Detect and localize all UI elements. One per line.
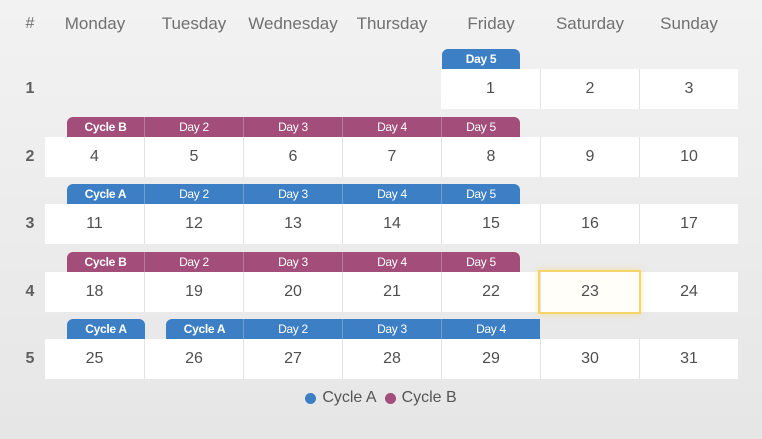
cycle-day-tag[interactable]: Day 2 bbox=[144, 117, 243, 137]
calendar-day[interactable]: 27 bbox=[243, 339, 342, 379]
cycle-start-tag[interactable]: Day 5 bbox=[442, 49, 520, 69]
calendar-day[interactable]: 2 bbox=[540, 69, 639, 109]
calendar-day[interactable]: 1 bbox=[441, 69, 540, 109]
calendar-day[interactable]: 19 bbox=[144, 272, 243, 312]
calendar-day[interactable]: 16 bbox=[540, 204, 639, 244]
cycle-start-tag[interactable]: Cycle B bbox=[67, 117, 144, 137]
calendar-day[interactable]: 11 bbox=[45, 204, 144, 244]
cycle-day-tag[interactable]: Day 2 bbox=[243, 319, 342, 339]
calendar-day[interactable]: 26 bbox=[144, 339, 243, 379]
cycle-day-tag[interactable]: Day 3 bbox=[342, 319, 441, 339]
legend-dot-icon bbox=[305, 392, 317, 404]
cycle-day-tag[interactable]: Day 2 bbox=[144, 184, 243, 204]
legend: Cycle A Cycle B bbox=[0, 389, 762, 409]
legend-dot-icon bbox=[384, 392, 396, 404]
calendar-day[interactable]: 30 bbox=[540, 339, 639, 379]
calendar-day[interactable]: 20 bbox=[243, 272, 342, 312]
cycle-day-tag[interactable]: Day 3 bbox=[243, 117, 342, 137]
calendar-day[interactable]: 31 bbox=[639, 339, 738, 379]
calendar-day[interactable]: 4 bbox=[45, 137, 144, 177]
calendar-day[interactable]: 24 bbox=[639, 272, 738, 312]
cycle-day-tag[interactable]: Day 2 bbox=[144, 252, 243, 272]
cycle-start-tag[interactable]: Cycle A bbox=[166, 319, 243, 339]
calendar-day[interactable]: 13 bbox=[243, 204, 342, 244]
column-header-friday: Friday bbox=[467, 14, 515, 33]
legend-item-cycle-b[interactable]: Cycle B bbox=[384, 389, 457, 407]
column-header-thursday: Thursday bbox=[356, 14, 428, 33]
week-number: 5 bbox=[25, 350, 35, 367]
cycle-day-tag[interactable]: Day 5 bbox=[441, 117, 520, 137]
calendar-day-today[interactable]: 23 bbox=[540, 272, 639, 312]
calendar-day[interactable]: 5 bbox=[144, 137, 243, 177]
cycle-start-tag[interactable]: Cycle A bbox=[67, 184, 144, 204]
week-number: 3 bbox=[25, 215, 35, 232]
calendar-day[interactable]: 29 bbox=[441, 339, 540, 379]
column-header-week-number: # bbox=[25, 15, 35, 32]
legend-label: Cycle A bbox=[322, 389, 377, 406]
calendar-day[interactable]: 18 bbox=[45, 272, 144, 312]
week-number: 1 bbox=[25, 80, 35, 97]
calendar-day[interactable]: 15 bbox=[441, 204, 540, 244]
calendar-day[interactable]: 3 bbox=[639, 69, 738, 109]
calendar-day[interactable]: 10 bbox=[639, 137, 738, 177]
cycle-day-tag[interactable]: Day 4 bbox=[342, 252, 441, 272]
legend-label: Cycle B bbox=[401, 389, 457, 406]
cycle-day-tag[interactable]: Day 4 bbox=[441, 319, 540, 339]
legend-item-cycle-a[interactable]: Cycle A bbox=[305, 389, 377, 407]
week-number: 2 bbox=[25, 148, 35, 165]
calendar-day[interactable]: 25 bbox=[45, 339, 144, 379]
cycle-day-tag[interactable]: Day 3 bbox=[243, 184, 342, 204]
calendar-day[interactable]: 6 bbox=[243, 137, 342, 177]
cycle-start-tag[interactable]: Cycle A bbox=[67, 319, 145, 339]
calendar-day[interactable]: 12 bbox=[144, 204, 243, 244]
cycle-day-tag[interactable]: Day 4 bbox=[342, 184, 441, 204]
calendar-day[interactable]: 7 bbox=[342, 137, 441, 177]
calendar-day[interactable]: 8 bbox=[441, 137, 540, 177]
column-header-sunday: Sunday bbox=[660, 14, 718, 33]
calendar-day[interactable]: 9 bbox=[540, 137, 639, 177]
week-number: 4 bbox=[25, 283, 35, 300]
column-header-saturday: Saturday bbox=[555, 14, 625, 33]
calendar-day[interactable]: 14 bbox=[342, 204, 441, 244]
cycle-day-tag[interactable]: Day 4 bbox=[342, 117, 441, 137]
cycle-day-tag[interactable]: Day 3 bbox=[243, 252, 342, 272]
column-header-monday: Monday bbox=[64, 14, 126, 33]
calendar-day[interactable]: 21 bbox=[342, 272, 441, 312]
calendar-day[interactable]: 17 bbox=[639, 204, 738, 244]
column-header-wednesday: Wednesday bbox=[248, 14, 338, 33]
cycle-start-tag[interactable]: Cycle B bbox=[67, 252, 144, 272]
cycle-day-tag[interactable]: Day 5 bbox=[441, 252, 520, 272]
column-header-tuesday: Tuesday bbox=[161, 14, 227, 33]
calendar-day[interactable]: 22 bbox=[441, 272, 540, 312]
calendar-day[interactable]: 28 bbox=[342, 339, 441, 379]
cycle-day-tag[interactable]: Day 5 bbox=[441, 184, 520, 204]
